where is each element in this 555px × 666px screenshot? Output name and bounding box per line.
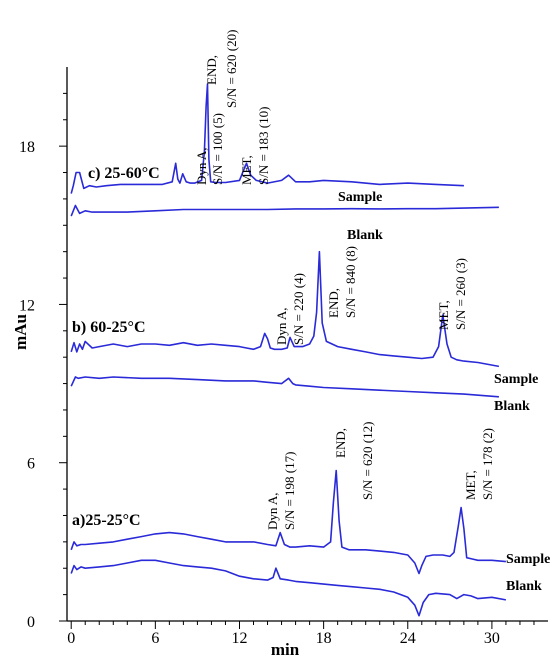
- peak-label-c-dyn-name: Dyn A,: [194, 147, 209, 185]
- trace-b-blank: [70, 376, 499, 398]
- panel-label-b: b) 60-25°C: [72, 319, 146, 336]
- peak-label-c-dyn-sn: S/N = 100 (5): [210, 113, 225, 185]
- peak-label-a-met-name: MET,: [463, 470, 478, 500]
- trace-label-a-blank: Blank: [506, 579, 542, 594]
- peak-label-a-dyn-name: Dyn A,: [265, 492, 280, 530]
- trace-a-blank: [70, 559, 507, 617]
- y-tick-label: 0: [27, 614, 35, 631]
- y-tick-label: 6: [27, 456, 35, 473]
- x-tick-label: 30: [484, 630, 500, 647]
- peak-label-a-end-name: END,: [333, 428, 348, 458]
- peak-label-b-met-name: MET,: [436, 300, 451, 330]
- peak-label-c-end-name: END,: [204, 55, 219, 85]
- peak-label-b-dyn-name: Dyn A,: [274, 307, 289, 345]
- peak-label-c-met-sn: S/N = 183 (10): [256, 107, 271, 185]
- trace-label-b-sample: Sample: [494, 372, 538, 387]
- peak-label-c-end-sn: S/N = 620 (20): [224, 30, 239, 108]
- y-tick-label: 12: [19, 297, 35, 314]
- x-tick-label: 0: [67, 630, 75, 647]
- trace-label-a-sample: Sample: [506, 552, 550, 567]
- x-tick-label: 18: [316, 630, 332, 647]
- panel-label-c: c) 25-60°C: [88, 165, 160, 182]
- trace-c-blank: [70, 204, 499, 217]
- y-axis-title: mAu: [11, 314, 30, 350]
- peak-label-a-end-sn: S/N = 620 (12): [360, 422, 375, 500]
- peak-label-c-met-name: MET,: [239, 155, 254, 185]
- x-tick-label: 24: [400, 630, 416, 647]
- trace-label-c-blank: Blank: [347, 228, 383, 243]
- peak-label-b-met-sn: S/N = 260 (3): [453, 258, 468, 330]
- x-tick-label: 12: [231, 630, 247, 647]
- peak-label-b-dyn-sn: S/N = 220 (4): [291, 273, 306, 345]
- y-tick-label: 18: [19, 139, 35, 156]
- panel-label-a: a)25-25°C: [72, 512, 141, 529]
- peak-label-a-dyn-sn: S/N = 198 (17): [282, 452, 297, 530]
- x-tick-label: 6: [151, 630, 159, 647]
- trace-label-c-sample: Sample: [338, 190, 382, 205]
- trace-c-sample: [70, 83, 464, 194]
- trace-label-b-blank: Blank: [494, 399, 530, 414]
- x-axis-title: min: [271, 640, 300, 659]
- peak-label-b-end-name: END,: [326, 288, 341, 318]
- trace-a-sample: [70, 469, 506, 575]
- peak-label-b-end-sn: S/N = 840 (8): [343, 246, 358, 318]
- peak-label-a-met-sn: S/N = 178 (2): [480, 428, 495, 500]
- trace-b-sample: [70, 250, 500, 368]
